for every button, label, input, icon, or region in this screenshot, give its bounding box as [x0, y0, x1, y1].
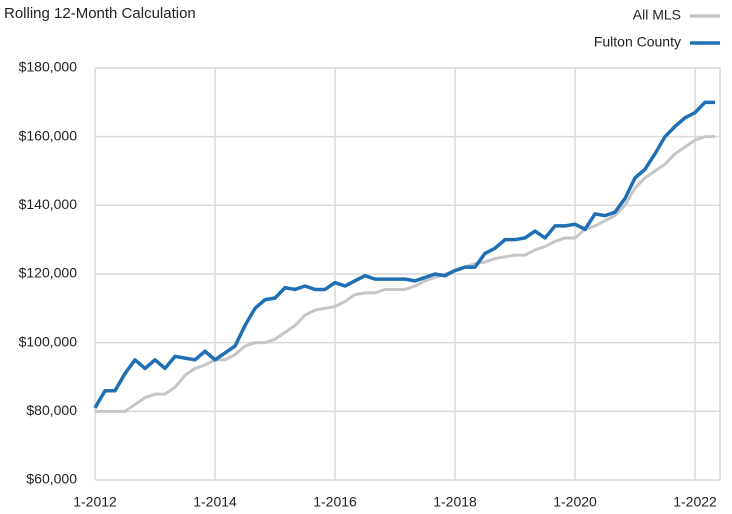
y-tick-label: $180,000 — [19, 59, 78, 75]
x-tick-label: 1-2012 — [73, 494, 117, 510]
series-line — [95, 135, 715, 413]
x-tick-label: 1-2016 — [313, 494, 357, 510]
y-tick-label: $80,000 — [26, 402, 77, 418]
series-line — [93, 100, 715, 409]
legend-label: All MLS — [633, 7, 681, 23]
y-tick-label: $100,000 — [19, 333, 78, 349]
chart-subtitle: Rolling 12-Month Calculation — [4, 5, 196, 22]
x-tick-label: 1-2020 — [553, 494, 597, 510]
legend-label: Fulton County — [594, 34, 681, 50]
y-tick-label: $120,000 — [19, 265, 78, 281]
y-tick-label: $60,000 — [26, 471, 77, 487]
x-tick-label: 1-2014 — [193, 494, 237, 510]
y-tick-label: $160,000 — [19, 127, 78, 143]
x-tick-label: 1-2022 — [673, 494, 717, 510]
x-tick-label: 1-2018 — [433, 494, 477, 510]
y-tick-label: $140,000 — [19, 196, 78, 212]
